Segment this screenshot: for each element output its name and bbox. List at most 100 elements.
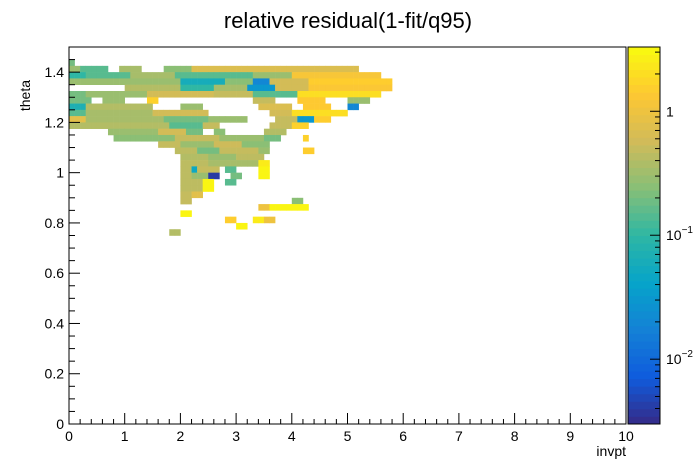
heatmap-cell: [314, 116, 320, 123]
heatmap-cell: [85, 78, 92, 85]
heatmap-cell: [236, 172, 242, 180]
heatmap-cell: [102, 65, 109, 73]
heatmap-cell: [208, 153, 215, 161]
heatmap-cell: [107, 78, 114, 85]
heatmap-cell: [252, 65, 259, 73]
heatmap-cell: [163, 72, 170, 79]
heatmap-cell: [102, 116, 109, 123]
x-axis: 0 1 2 3 4 5 6 7 8 9 10: [65, 413, 634, 444]
heatmap-cell: [241, 222, 248, 230]
heatmap-cell: [358, 78, 365, 85]
heatmap-cell: [247, 147, 254, 155]
y-tick-label: 1: [56, 165, 64, 181]
heatmap-cell: [325, 65, 332, 73]
heatmap-cell: [174, 109, 181, 117]
heatmap-cell: [141, 72, 148, 79]
heatmap-cell: [258, 103, 265, 111]
heatmap-cell: [96, 116, 103, 123]
colorbar-segment: [628, 137, 660, 146]
heatmap-cell: [275, 122, 281, 129]
heatmap-cell: [74, 90, 81, 98]
colorbar-segment: [628, 243, 660, 251]
x-tick-label: 2: [177, 428, 185, 444]
heatmap-cell: [236, 153, 242, 161]
heatmap-cell: [91, 122, 98, 129]
heatmap-cell: [263, 84, 270, 92]
heatmap-cell: [96, 103, 103, 111]
heatmap-cell: [224, 216, 231, 224]
heatmap-cell: [269, 72, 276, 79]
heatmap-cell: [191, 147, 198, 155]
heatmap-cell: [74, 78, 81, 85]
heatmap-cell: [152, 84, 159, 92]
heatmap-cell: [302, 72, 309, 79]
heatmap-cell: [169, 78, 176, 85]
colorbar-segment: [628, 341, 660, 349]
heatmap-cell: [169, 109, 176, 117]
heatmap-cell: [163, 109, 170, 117]
heatmap-cell: [146, 84, 153, 92]
heatmap-cell: [241, 160, 248, 167]
heatmap-cell: [158, 141, 164, 148]
heatmap-cell: [291, 197, 298, 205]
heatmap-cell: [202, 185, 209, 192]
heatmap-cell: [119, 65, 125, 73]
heatmap-cell: [241, 134, 248, 142]
heatmap-cell: [247, 160, 254, 167]
x-tick-label: 0: [65, 428, 73, 444]
heatmap-cell: [330, 78, 337, 85]
heatmap-cell: [185, 78, 192, 85]
heatmap-cell: [219, 153, 226, 161]
heatmap-cell: [213, 65, 220, 73]
heatmap-cell: [135, 90, 142, 98]
heatmap-cell: [369, 90, 376, 98]
heatmap-cell: [336, 109, 343, 117]
heatmap-cell: [107, 103, 114, 111]
heatmap-cell: [208, 134, 215, 142]
heatmap-cell: [280, 78, 287, 85]
heatmap-cell: [113, 72, 120, 79]
colorbar-segment: [628, 401, 660, 410]
heatmap-cell: [275, 90, 281, 98]
heatmap-cell: [163, 116, 170, 123]
heatmap-cell: [197, 134, 203, 142]
heatmap-cell: [230, 84, 237, 92]
heatmap-cell: [219, 116, 226, 123]
heatmap-cell: [185, 116, 192, 123]
heatmap-cell: [247, 134, 254, 142]
heatmap-cell: [275, 116, 281, 123]
heatmap-cell: [219, 78, 226, 85]
heatmap-cell: [85, 116, 92, 123]
heatmap-cell: [269, 84, 276, 92]
heatmap-cell: [130, 72, 137, 79]
heatmap-cell: [219, 72, 226, 79]
x-tick-label: 1: [121, 428, 129, 444]
heatmap-cell: [286, 116, 293, 123]
heatmap-cell: [330, 90, 337, 98]
y-tick-label: 0: [56, 416, 64, 432]
heatmap-cell: [347, 72, 354, 79]
heatmap-cell: [80, 65, 87, 73]
heatmap-cell: [113, 78, 120, 85]
heatmap-cell: [258, 153, 265, 161]
heatmap-cell: [96, 90, 103, 98]
heatmap-cell: [174, 128, 181, 136]
heatmap-cell: [286, 78, 293, 85]
x-tick-label: 10: [618, 428, 634, 444]
heatmap-cell: [146, 72, 153, 79]
heatmap-cell: [91, 72, 98, 79]
heatmap-cell: [69, 78, 75, 85]
heatmap-cell: [191, 134, 198, 142]
heatmap-cell: [219, 128, 226, 136]
heatmap-cell: [280, 84, 287, 92]
heatmap-cell: [241, 153, 248, 161]
heatmap-cell: [185, 160, 192, 167]
heatmap-cell: [308, 116, 315, 123]
heatmap-cell: [113, 90, 120, 98]
heatmap-cell: [124, 84, 131, 92]
heatmap-cells: [69, 59, 393, 236]
heatmap-cell: [280, 109, 287, 117]
heatmap-cell: [258, 84, 265, 92]
y-tick-label: 1.2: [45, 114, 65, 130]
colorbar-segment: [628, 212, 660, 221]
